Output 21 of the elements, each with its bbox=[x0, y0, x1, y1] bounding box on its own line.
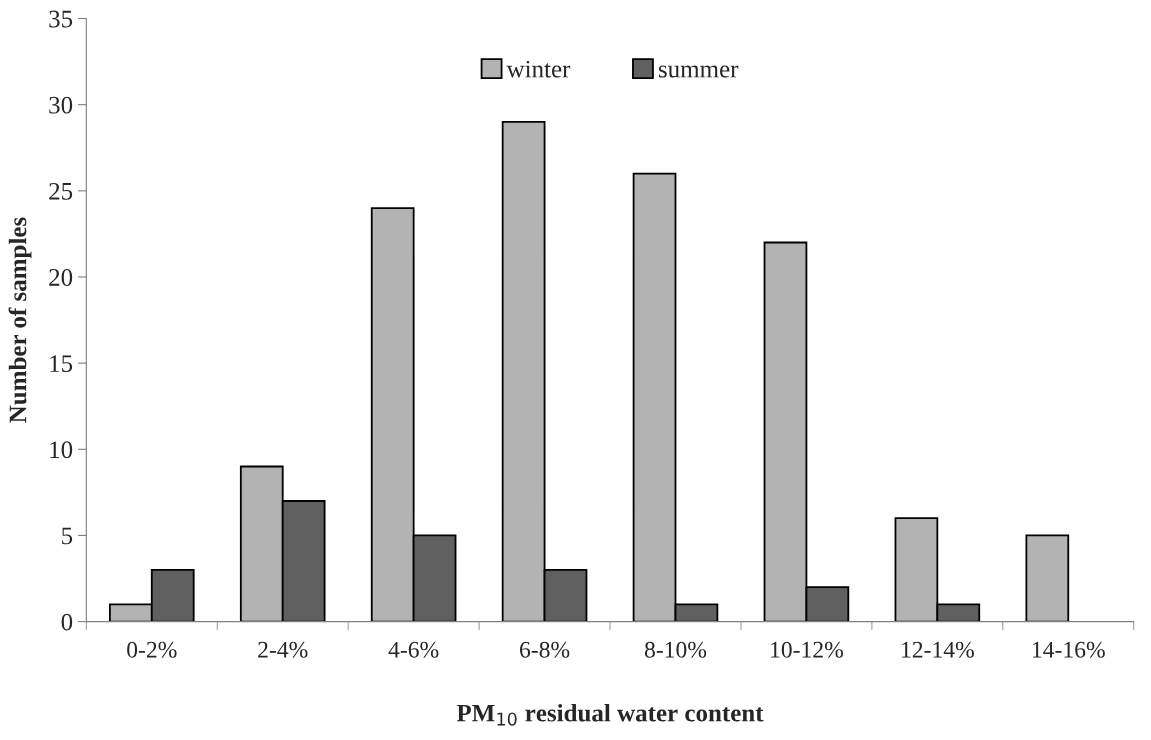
x-tick-label: 10-12% bbox=[771, 641, 843, 658]
y-tick-label: 20 bbox=[49, 269, 73, 286]
x-tick-label: 0-2% bbox=[127, 641, 177, 658]
x-tick-label: 14-16% bbox=[1032, 641, 1105, 658]
y-tick-label: 5 bbox=[62, 527, 73, 545]
legend-label: summer bbox=[658, 65, 739, 78]
x-tick-label: 6-8% bbox=[520, 641, 570, 658]
legend-label: winter bbox=[506, 60, 571, 78]
x-tick-label: 4-6% bbox=[388, 641, 439, 658]
bar bbox=[1025, 534, 1070, 622]
y-tick-label: 0 bbox=[61, 613, 73, 631]
y-tick-label: 10 bbox=[50, 441, 73, 459]
y-tick-label: 35 bbox=[49, 10, 73, 28]
x-axis-title: PM$_{10}$ residual water content bbox=[456, 703, 764, 726]
x-tick-label: 8-10% bbox=[644, 641, 707, 658]
x-tick-label: 2-4% bbox=[258, 641, 308, 658]
y-tick-label: 30 bbox=[49, 96, 73, 114]
y-tick-label: 25 bbox=[49, 182, 73, 200]
y-tick-label: 15 bbox=[50, 355, 73, 373]
y-axis-title: Number of samples bbox=[8, 217, 32, 423]
x-tick-label: 12-14% bbox=[902, 641, 974, 658]
